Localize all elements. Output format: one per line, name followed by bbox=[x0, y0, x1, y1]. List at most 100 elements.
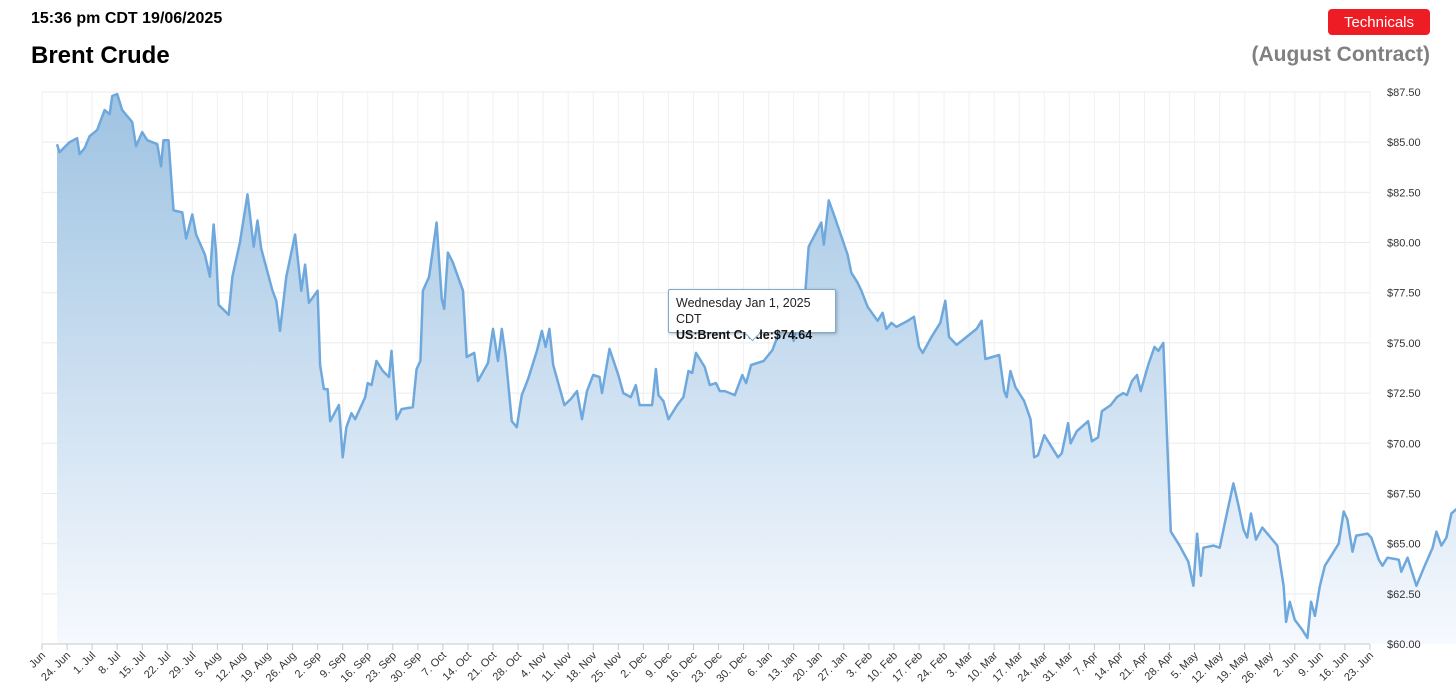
data-point[interactable] bbox=[1305, 636, 1309, 640]
data-point[interactable] bbox=[230, 275, 234, 279]
data-point[interactable] bbox=[551, 363, 555, 367]
data-point[interactable] bbox=[598, 375, 602, 379]
data-point[interactable] bbox=[1223, 522, 1227, 526]
data-point[interactable] bbox=[547, 327, 551, 331]
data-point[interactable] bbox=[227, 313, 231, 317]
data-point[interactable] bbox=[819, 221, 823, 225]
data-point[interactable] bbox=[832, 212, 836, 216]
data-point[interactable] bbox=[68, 140, 72, 144]
data-point[interactable] bbox=[650, 403, 654, 407]
data-point[interactable] bbox=[1125, 393, 1129, 397]
data-point[interactable] bbox=[1135, 373, 1139, 377]
data-point[interactable] bbox=[714, 381, 718, 385]
data-point[interactable] bbox=[849, 271, 853, 275]
data-point[interactable] bbox=[856, 281, 860, 285]
data-point[interactable] bbox=[134, 144, 138, 148]
data-point[interactable] bbox=[440, 297, 444, 301]
data-point[interactable] bbox=[337, 403, 341, 407]
data-point[interactable] bbox=[881, 311, 885, 315]
data-point[interactable] bbox=[687, 369, 691, 373]
data-point[interactable] bbox=[194, 233, 198, 237]
data-point[interactable] bbox=[491, 327, 495, 331]
data-point[interactable] bbox=[159, 164, 163, 168]
data-point[interactable] bbox=[744, 381, 748, 385]
data-point[interactable] bbox=[540, 329, 544, 333]
data-point[interactable] bbox=[654, 367, 658, 371]
data-point[interactable] bbox=[1237, 504, 1241, 508]
data-point[interactable] bbox=[1231, 481, 1235, 485]
data-point[interactable] bbox=[1139, 389, 1143, 393]
data-point[interactable] bbox=[326, 387, 330, 391]
data-point[interactable] bbox=[1397, 558, 1401, 562]
data-point[interactable] bbox=[1414, 584, 1418, 588]
data-point[interactable] bbox=[1422, 566, 1426, 570]
data-point[interactable] bbox=[1245, 536, 1249, 540]
data-point[interactable] bbox=[894, 325, 898, 329]
data-point[interactable] bbox=[1005, 395, 1009, 399]
data-point[interactable] bbox=[1345, 518, 1349, 522]
data-point[interactable] bbox=[1342, 510, 1346, 514]
data-point[interactable] bbox=[608, 347, 612, 351]
data-point[interactable] bbox=[344, 425, 348, 429]
data-point[interactable] bbox=[733, 393, 737, 397]
data-point[interactable] bbox=[203, 253, 207, 257]
data-point[interactable] bbox=[370, 383, 374, 387]
data-point[interactable] bbox=[341, 455, 345, 459]
data-point[interactable] bbox=[569, 397, 573, 401]
data-point[interactable] bbox=[472, 351, 476, 355]
data-point[interactable] bbox=[921, 351, 925, 355]
data-point[interactable] bbox=[997, 353, 1001, 357]
data-point[interactable] bbox=[130, 120, 134, 124]
data-point[interactable] bbox=[1066, 421, 1070, 425]
data-point[interactable] bbox=[1386, 556, 1390, 560]
data-point[interactable] bbox=[846, 253, 850, 257]
data-point[interactable] bbox=[1156, 349, 1160, 353]
data-point[interactable] bbox=[1444, 536, 1448, 540]
data-point[interactable] bbox=[238, 241, 242, 245]
data-point[interactable] bbox=[1399, 570, 1403, 574]
data-point[interactable] bbox=[435, 221, 439, 225]
data-point[interactable] bbox=[1309, 600, 1313, 604]
data-point[interactable] bbox=[145, 138, 149, 142]
data-point[interactable] bbox=[1146, 363, 1150, 367]
data-point[interactable] bbox=[938, 321, 942, 325]
data-point[interactable] bbox=[1377, 558, 1381, 562]
data-point[interactable] bbox=[591, 373, 595, 377]
data-point[interactable] bbox=[859, 289, 863, 293]
data-point[interactable] bbox=[749, 363, 753, 367]
data-point[interactable] bbox=[585, 389, 589, 393]
data-point[interactable] bbox=[1130, 379, 1134, 383]
data-point[interactable] bbox=[1242, 528, 1246, 532]
data-point[interactable] bbox=[1169, 530, 1173, 534]
data-point[interactable] bbox=[95, 128, 99, 132]
data-point[interactable] bbox=[1161, 341, 1165, 345]
data-point[interactable] bbox=[1254, 538, 1258, 542]
data-point[interactable] bbox=[975, 327, 979, 331]
data-point[interactable] bbox=[600, 391, 604, 395]
data-point[interactable] bbox=[1100, 409, 1104, 413]
data-point[interactable] bbox=[822, 243, 826, 247]
data-point[interactable] bbox=[110, 94, 114, 98]
data-point[interactable] bbox=[375, 359, 379, 363]
data-point[interactable] bbox=[190, 212, 194, 216]
data-point[interactable] bbox=[1060, 451, 1064, 455]
data-point[interactable] bbox=[115, 92, 119, 96]
data-point[interactable] bbox=[1260, 526, 1264, 530]
data-point[interactable] bbox=[271, 289, 275, 293]
data-point[interactable] bbox=[103, 108, 107, 112]
series-line[interactable] bbox=[55, 92, 1456, 640]
data-point[interactable] bbox=[307, 301, 311, 305]
data-point[interactable] bbox=[1369, 536, 1373, 540]
data-point[interactable] bbox=[621, 391, 625, 395]
data-point[interactable] bbox=[366, 381, 370, 385]
data-point[interactable] bbox=[78, 152, 82, 156]
data-point[interactable] bbox=[1036, 453, 1040, 457]
data-point[interactable] bbox=[442, 307, 446, 311]
data-point[interactable] bbox=[427, 275, 431, 279]
data-point[interactable] bbox=[1288, 600, 1292, 604]
data-point[interactable] bbox=[1434, 530, 1438, 534]
data-point[interactable] bbox=[1056, 455, 1060, 459]
data-point[interactable] bbox=[906, 319, 910, 323]
data-point[interactable] bbox=[681, 395, 685, 399]
data-point[interactable] bbox=[363, 395, 367, 399]
